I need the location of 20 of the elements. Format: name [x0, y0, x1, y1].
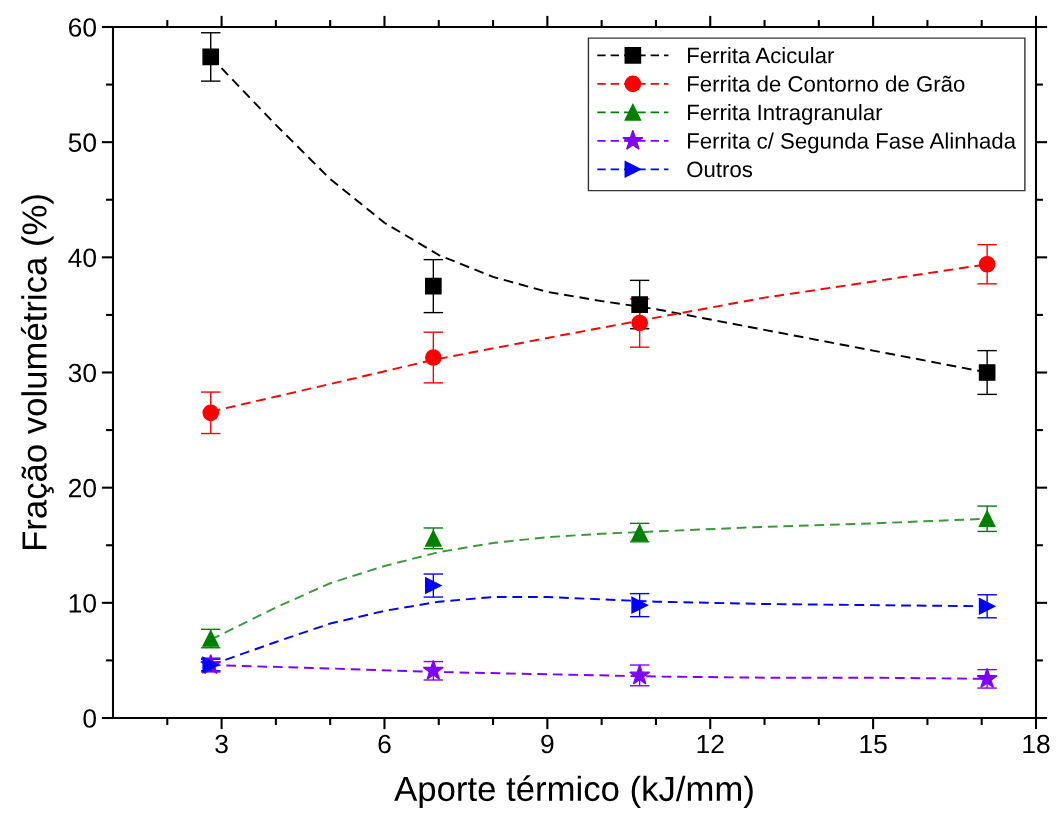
x-axis-title: Aporte térmico (kJ/mm)	[394, 775, 753, 809]
y-tick-label: 60	[69, 18, 96, 37]
legend-label: Ferrita de Contorno de Grão	[688, 75, 965, 92]
x-tick-label: 6	[378, 734, 391, 754]
y-tick-label: 20	[69, 478, 96, 498]
x-tick-label: 18	[1023, 734, 1050, 754]
y-tick-label: 40	[68, 248, 96, 268]
x-tick-label: 3	[215, 734, 228, 754]
y-tick-label: 50	[68, 133, 96, 152]
y-tick-label: 30	[68, 363, 96, 383]
legend-label: Ferrita Acicular	[688, 47, 835, 64]
x-tick-label: 12	[697, 734, 724, 754]
legend-label: Ferrita Intragranular	[688, 103, 883, 125]
y-axis-title: Fração volumétrica (%)	[20, 195, 54, 550]
y-tick-label: 0	[83, 709, 96, 728]
y-tick-label: 10	[69, 593, 96, 613]
x-tick-label: 15	[860, 734, 887, 754]
legend-label: Ferrita c/ Segunda Fase Alinhada	[688, 132, 1017, 154]
x-tick-label: 9	[541, 734, 554, 754]
legend-label: Outros	[687, 161, 753, 178]
